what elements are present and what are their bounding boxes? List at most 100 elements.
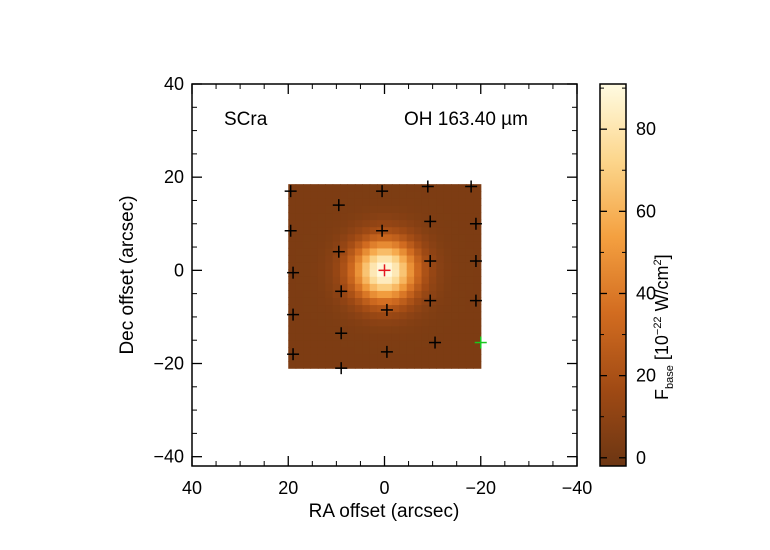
heatmap-cell: [384, 297, 393, 306]
heatmap-cell: [317, 276, 326, 284]
heatmap-cell: [317, 297, 326, 306]
heatmap-cell: [325, 297, 334, 306]
heatmap-cell: [443, 304, 452, 313]
heatmap-cell: [406, 226, 415, 235]
heatmap-cell: [295, 325, 304, 334]
heatmap-cell: [436, 297, 445, 306]
heatmap-cell: [473, 318, 482, 327]
heatmap-cell: [377, 311, 386, 320]
heatmap-cell: [332, 318, 341, 327]
heatmap-cell: [347, 262, 356, 270]
heatmap-cell: [317, 233, 326, 242]
heatmap-cell: [288, 247, 297, 256]
heatmap-cell: [414, 311, 423, 320]
heatmap-cell: [443, 354, 452, 362]
heatmap-cell: [362, 332, 371, 341]
heatmap-cell: [421, 233, 430, 242]
heatmap-cell: [317, 318, 326, 327]
heatmap-cell: [369, 212, 378, 221]
heatmap-cell: [310, 283, 319, 291]
heatmap-cell: [414, 262, 423, 270]
heatmap-cell: [354, 297, 363, 306]
heatmap-cell: [377, 318, 386, 327]
heatmap-cell: [473, 269, 482, 277]
heatmap-cell: [340, 283, 349, 291]
heatmap-cell: [465, 240, 474, 249]
heatmap-cell: [310, 205, 319, 214]
heatmap-cell: [310, 219, 319, 228]
heatmap-cell: [354, 283, 363, 291]
heatmap-cell: [414, 276, 423, 284]
heatmap-cell: [362, 184, 371, 192]
heatmap-cell: [428, 283, 437, 291]
heatmap-cell: [384, 198, 393, 206]
heatmap-cell: [436, 325, 445, 334]
x-tick-labels: 40 20 0 −20 −40: [182, 478, 592, 498]
heatmap-cell: [465, 318, 474, 327]
heatmap-cell: [325, 318, 334, 327]
heatmap-cell: [303, 262, 312, 270]
heatmap-cell: [295, 262, 304, 270]
heatmap-cell: [384, 311, 393, 320]
heatmap-cell: [406, 290, 415, 298]
y-tick-label: −20: [153, 354, 184, 374]
colorbar-tick-label: 20: [636, 366, 656, 386]
heatmap-cell: [310, 276, 319, 284]
heatmap-cell: [473, 184, 482, 192]
heatmap-cell: [384, 205, 393, 214]
heatmap-cell: [317, 205, 326, 214]
heatmap-cell: [303, 283, 312, 291]
heatmap-cell: [391, 325, 400, 334]
heatmap-cell: [421, 325, 430, 334]
heatmap-cell: [377, 283, 386, 291]
heatmap-cell: [473, 346, 482, 355]
heatmap-cell: [332, 184, 341, 192]
heatmap-cell: [406, 361, 415, 369]
heatmap-cell: [414, 332, 423, 341]
heatmap-cell: [443, 297, 452, 306]
heatmap-cell: [451, 361, 460, 369]
heatmap-cell: [310, 191, 319, 199]
colorbar-title-sub: base: [664, 365, 676, 389]
heatmap-cell: [458, 247, 467, 256]
heatmap-cell: [414, 212, 423, 221]
heatmap-cell: [451, 276, 460, 284]
heatmap-cell: [399, 297, 408, 306]
heatmap-cell: [473, 290, 482, 298]
heatmap-cell: [325, 346, 334, 355]
heatmap-cell: [421, 247, 430, 256]
heatmap-cell: [436, 332, 445, 341]
heatmap-cell: [377, 247, 386, 256]
heatmap-cell: [436, 318, 445, 327]
heatmap-cell: [399, 198, 408, 206]
heatmap-cell: [443, 233, 452, 242]
heatmap-cell: [391, 361, 400, 369]
plot-area: [191, 83, 578, 467]
colorbar-title-unit: W/cm: [652, 265, 672, 316]
heatmap-cell: [362, 304, 371, 313]
heatmap-cell: [362, 198, 371, 206]
spaxel-marker: [469, 255, 482, 268]
heatmap-cell: [369, 276, 378, 284]
heatmap-cell: [340, 254, 349, 263]
spaxel-marker: [469, 217, 482, 230]
heatmap-cell: [399, 361, 408, 369]
heatmap-cell: [317, 212, 326, 221]
heatmap-cell: [288, 297, 297, 306]
heatmap-cell: [340, 226, 349, 235]
heatmap-cell: [391, 219, 400, 228]
heatmap-cell: [436, 205, 445, 214]
heatmap-cell: [377, 276, 386, 284]
heatmap-cell: [362, 297, 371, 306]
heatmap-cell: [369, 240, 378, 249]
heatmap-cell: [325, 311, 334, 320]
heatmap-cell: [428, 254, 437, 263]
x-tick-label: 40: [182, 478, 202, 498]
heatmap-cell: [473, 240, 482, 249]
heatmap-cell: [384, 354, 393, 362]
heatmap-cell: [406, 354, 415, 362]
heatmap-cell: [295, 198, 304, 206]
heatmap-cell: [451, 354, 460, 362]
heatmap-cell: [317, 361, 326, 369]
heatmap-cell: [347, 339, 356, 348]
